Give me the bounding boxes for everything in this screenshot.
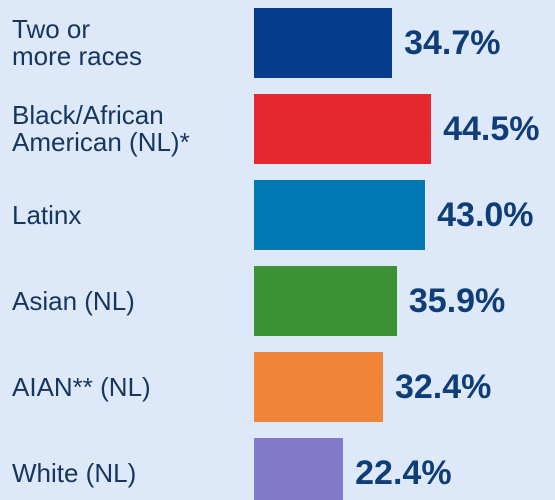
category-label: AIAN** (NL) <box>12 371 151 402</box>
bar <box>254 8 393 78</box>
value-label: 34.7% <box>404 24 501 62</box>
bar <box>254 438 344 500</box>
bar <box>254 94 432 164</box>
category-label: Black/African American (NL)* <box>12 100 190 157</box>
value-label: 35.9% <box>408 282 506 320</box>
category-label: Two or more races <box>12 14 143 71</box>
value-label: 44.5% <box>443 110 540 148</box>
category-label: White (NL) <box>12 457 137 488</box>
category-label: Latinx <box>12 199 82 230</box>
bar <box>254 352 383 422</box>
bar <box>254 180 426 250</box>
value-label: 32.4% <box>394 368 492 406</box>
value-label: 43.0% <box>437 196 534 234</box>
bar <box>254 266 397 336</box>
category-label: Asian (NL) <box>12 285 135 316</box>
value-label: 22.4% <box>355 454 452 492</box>
